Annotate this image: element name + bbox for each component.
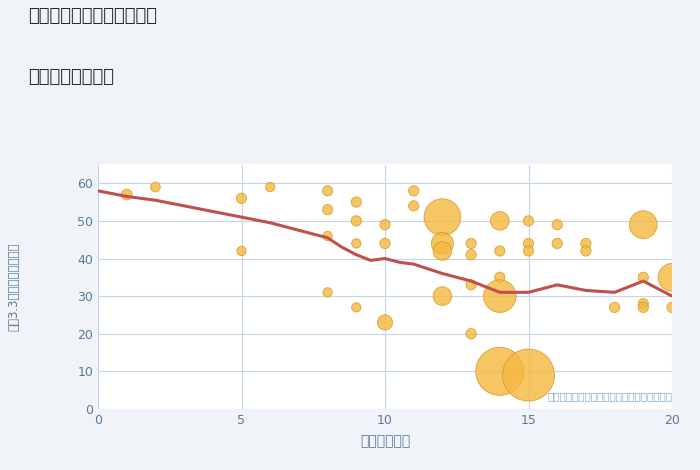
Point [437,240,448,247]
Point [638,274,649,281]
Point [265,183,276,191]
Point [150,183,161,191]
Point [466,240,477,247]
Point [379,319,391,326]
Point [322,206,333,213]
Point [437,292,448,300]
Point [236,195,247,202]
Point [609,304,620,311]
Point [552,240,563,247]
Point [351,304,362,311]
Point [121,191,132,198]
Point [466,330,477,337]
Point [466,281,477,289]
Point [322,232,333,240]
Point [580,240,592,247]
Point [523,217,534,225]
Point [437,247,448,255]
Point [494,292,505,300]
X-axis label: 駅距離（分）: 駅距離（分） [360,434,410,448]
Point [379,221,391,228]
Point [351,240,362,247]
Point [437,213,448,221]
Point [351,198,362,206]
Point [666,274,678,281]
Point [638,300,649,307]
Point [494,217,505,225]
Point [638,221,649,228]
Point [351,217,362,225]
Text: 神奈川県伊勢原市東大竹の: 神奈川県伊勢原市東大竹の [28,7,157,25]
Point [466,251,477,258]
Point [494,274,505,281]
Point [666,304,678,311]
Point [523,371,534,379]
Point [523,247,534,255]
Point [408,202,419,210]
Point [638,304,649,311]
Text: 円の大きさは、取引のあった物件面積を示す: 円の大きさは、取引のあった物件面積を示す [547,392,672,401]
Point [322,187,333,195]
Point [552,221,563,228]
Point [523,240,534,247]
Point [236,247,247,255]
Text: 駅距離別土地価格: 駅距離別土地価格 [28,68,114,86]
Point [580,247,592,255]
Point [494,247,505,255]
Point [379,240,391,247]
Text: 坪（3.3㎡）単価（万円）: 坪（3.3㎡）単価（万円） [8,243,20,331]
Point [494,368,505,375]
Point [408,187,419,195]
Point [322,289,333,296]
